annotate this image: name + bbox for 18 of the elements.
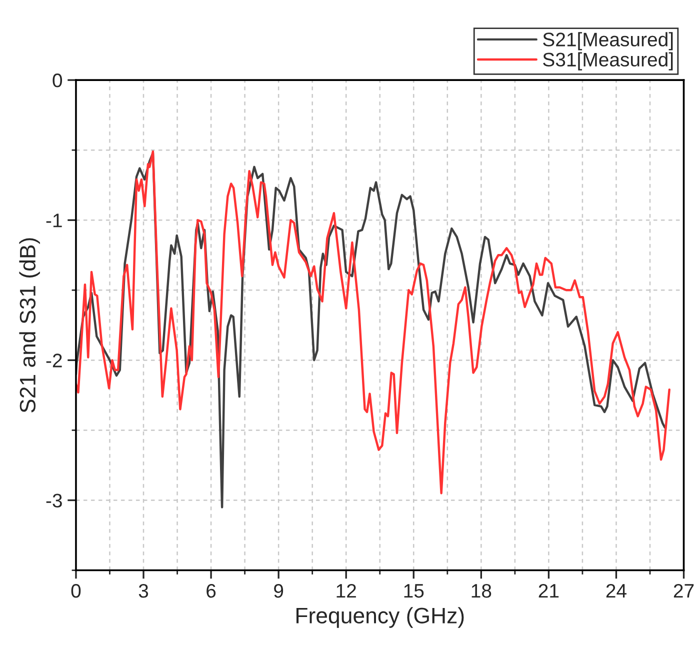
legend-label: S31[Measured] [543, 52, 673, 70]
x-tick-label: 24 [606, 584, 626, 598]
x-tick-label: 21 [538, 584, 559, 598]
x-tick-label: 15 [404, 584, 424, 598]
y-tick-label: -3 [46, 494, 62, 508]
x-tick-label: 27 [674, 584, 694, 598]
x-tick-label: 6 [206, 584, 216, 598]
y-tick-label: -1 [46, 214, 62, 228]
x-tick-label: 12 [336, 584, 356, 598]
x-axis-title: Frequency (GHz) [296, 607, 464, 628]
x-tick-label: 18 [472, 584, 492, 598]
y-axis-title: S21 and S31 (dB) [19, 238, 40, 412]
x-tick-label: 3 [138, 584, 148, 598]
legend-label: S21[Measured] [543, 32, 673, 50]
y-tick-label: -2 [46, 354, 62, 368]
x-tick-label: 9 [274, 584, 284, 598]
x-tick-label: 0 [71, 584, 81, 598]
y-tick-label: 0 [52, 74, 62, 88]
